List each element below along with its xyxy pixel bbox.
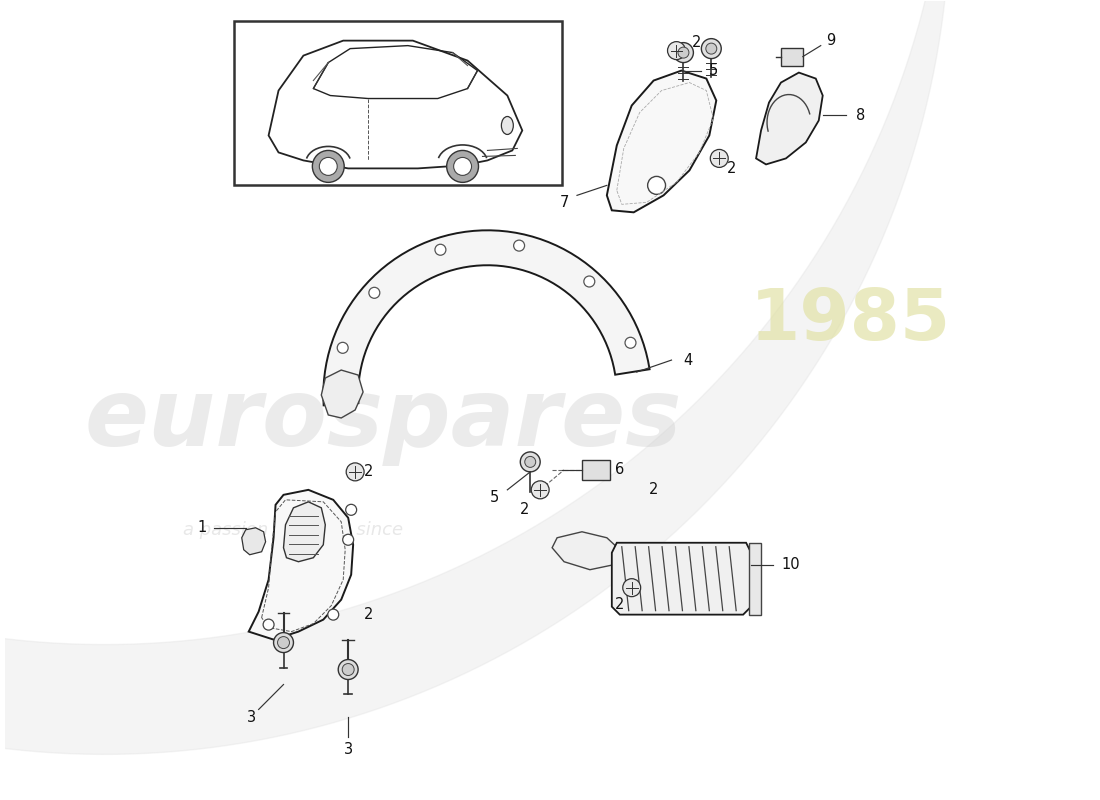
Circle shape (514, 240, 525, 251)
Polygon shape (242, 528, 265, 554)
Text: 2: 2 (363, 607, 373, 622)
Circle shape (678, 47, 689, 58)
Bar (234, 21, 562, 186)
Polygon shape (756, 73, 823, 165)
Circle shape (277, 637, 289, 649)
Text: 2: 2 (726, 161, 736, 176)
Polygon shape (607, 70, 716, 212)
Circle shape (312, 150, 344, 182)
Text: 8: 8 (856, 108, 865, 123)
Text: 6: 6 (615, 462, 625, 478)
Circle shape (368, 287, 379, 298)
Circle shape (673, 42, 693, 62)
Text: 5: 5 (708, 63, 718, 78)
Circle shape (343, 534, 353, 546)
Polygon shape (323, 230, 650, 406)
Circle shape (525, 457, 536, 467)
Polygon shape (612, 542, 751, 614)
Bar (582, 460, 609, 480)
Circle shape (346, 463, 364, 481)
Circle shape (706, 43, 717, 54)
Text: 5: 5 (490, 490, 499, 506)
Text: 10: 10 (781, 558, 800, 572)
Text: 7: 7 (560, 195, 569, 210)
Circle shape (648, 176, 666, 194)
Text: 2: 2 (363, 464, 373, 479)
Text: 9: 9 (826, 33, 835, 48)
Ellipse shape (502, 117, 514, 134)
Circle shape (338, 342, 349, 354)
Text: 1985: 1985 (750, 286, 952, 354)
Circle shape (345, 504, 356, 515)
Circle shape (434, 244, 446, 255)
Text: a passion for parts since: a passion for parts since (184, 521, 404, 538)
Circle shape (319, 158, 338, 175)
Circle shape (625, 338, 636, 348)
Text: eurospares: eurospares (85, 374, 682, 466)
Circle shape (711, 150, 728, 167)
Polygon shape (284, 502, 326, 562)
Circle shape (263, 619, 274, 630)
Bar (781, 48, 803, 66)
Circle shape (623, 578, 640, 597)
Text: 1: 1 (197, 520, 207, 535)
Text: 2: 2 (649, 482, 658, 498)
Circle shape (584, 276, 595, 287)
Circle shape (520, 452, 540, 472)
Polygon shape (552, 532, 619, 570)
Text: 4: 4 (683, 353, 693, 367)
Circle shape (328, 609, 339, 620)
Text: 2: 2 (615, 597, 625, 612)
Circle shape (342, 663, 354, 675)
Circle shape (274, 633, 294, 653)
Text: 3: 3 (248, 710, 256, 725)
Text: 3: 3 (343, 742, 353, 757)
Circle shape (338, 659, 359, 679)
Polygon shape (249, 490, 353, 639)
Bar (749, 542, 761, 614)
Circle shape (453, 158, 472, 175)
Circle shape (702, 38, 722, 58)
Text: 2: 2 (519, 502, 529, 518)
Circle shape (447, 150, 478, 182)
Circle shape (531, 481, 549, 499)
Circle shape (668, 42, 685, 59)
Polygon shape (321, 370, 363, 418)
Text: 2: 2 (692, 35, 701, 50)
